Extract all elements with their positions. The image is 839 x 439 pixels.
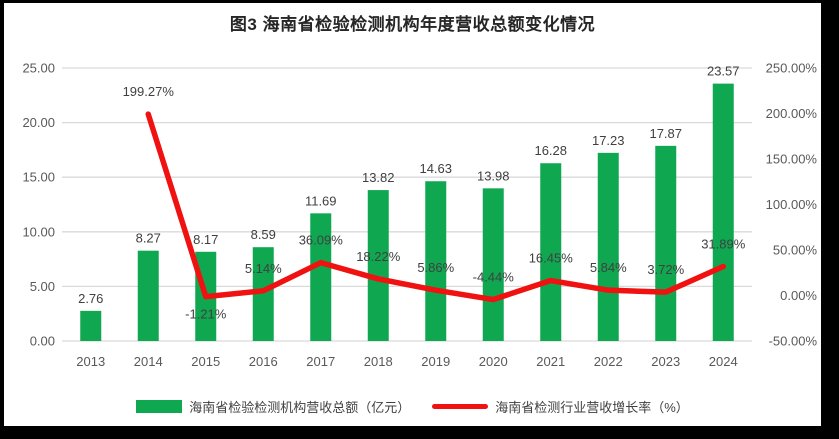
bar <box>310 213 332 341</box>
bar-series-swatch <box>136 400 183 413</box>
chart-panel: 图3 海南省检验检测机构年度营收总额变化情况 0.00 5.00 10.00 15.0… <box>4 3 821 426</box>
bar <box>425 181 447 341</box>
bar <box>655 145 677 341</box>
bar-value-label: 8.27 <box>136 231 161 246</box>
growth-rate-label: 5.86% <box>417 260 454 275</box>
legend-label-revenue: 海南省检验检测机构营收总额（亿元） <box>189 400 411 415</box>
legend-item-revenue: 海南省检验检测机构营收总额（亿元） <box>136 397 410 416</box>
right-axis-tick: -50.00% <box>769 334 818 349</box>
right-axis-tick: 250.00% <box>766 61 818 76</box>
chart-plot-area: 0.00 5.00 10.00 15.00 20.00 25.00 -50.00% 0.00%… <box>22 61 818 370</box>
left-axis-tick: 0.00 <box>30 334 55 349</box>
x-axis-label: 2016 <box>249 354 278 369</box>
left-axis-tick: 15.00 <box>22 170 55 185</box>
x-axis-label: 2022 <box>594 354 623 369</box>
right-axis-tick: 0.00% <box>780 288 817 303</box>
bar-value-label: 8.17 <box>193 232 218 247</box>
growth-rate-label: 36.09% <box>299 233 344 248</box>
bar <box>367 190 389 341</box>
right-axis-tick: 100.00% <box>766 197 818 212</box>
bar-value-label: 11.69 <box>305 193 337 208</box>
legend-item-growth-rate: 海南省检测行业营收增长率（%） <box>432 397 689 416</box>
chart-title: 图3 海南省检验检测机构年度营收总额变化情况 <box>229 15 596 34</box>
growth-rate-label: 18.22% <box>356 249 401 264</box>
bar-value-label: 8.59 <box>251 227 276 242</box>
right-axis-tick: 200.00% <box>766 106 818 121</box>
x-axis-label: 2021 <box>536 354 565 369</box>
bar-value-label: 14.63 <box>419 161 452 176</box>
x-axis-label: 2019 <box>421 354 450 369</box>
growth-rate-label: -1.21% <box>185 307 227 322</box>
bar-value-label: 23.57 <box>707 64 740 79</box>
right-axis-tick: 150.00% <box>766 152 818 167</box>
right-axis-tick: 50.00% <box>773 243 818 258</box>
left-axis-tick: 10.00 <box>22 224 55 239</box>
x-axis-label: 2018 <box>364 354 393 369</box>
growth-rate-label: -4.44% <box>473 270 515 285</box>
growth-rate-label: 3.72% <box>647 262 684 277</box>
bar <box>137 250 159 341</box>
legend-label-growth-rate: 海南省检测行业营收增长率（%） <box>495 400 689 415</box>
x-axis-label: 2015 <box>191 354 220 369</box>
left-axis-tick: 5.00 <box>30 279 55 294</box>
line-series-swatch <box>432 404 489 409</box>
x-axis-label: 2023 <box>651 354 680 369</box>
x-axis-label: 2014 <box>134 354 163 369</box>
legend: 海南省检验检测机构营收总额（亿元） 海南省检测行业营收增长率（%） <box>4 397 821 416</box>
growth-rate-label: 16.45% <box>529 251 574 266</box>
left-axis-tick: 25.00 <box>22 61 55 76</box>
x-axis-label: 2024 <box>709 354 738 369</box>
bar <box>712 83 734 341</box>
growth-rate-label: 5.14% <box>245 261 282 276</box>
growth-rate-label: 5.84% <box>590 260 627 275</box>
left-axis-tick: 20.00 <box>22 115 55 130</box>
bar-value-label: 16.28 <box>534 143 567 158</box>
bar <box>540 163 562 341</box>
bar <box>597 152 619 341</box>
growth-rate-label: 199.27% <box>123 84 175 99</box>
bar-value-label: 2.76 <box>78 291 103 306</box>
bar <box>80 310 102 341</box>
bar-value-label: 17.23 <box>592 133 625 148</box>
x-axis-label: 2020 <box>479 354 508 369</box>
bar-value-label: 17.87 <box>649 126 682 141</box>
bar-value-label: 13.98 <box>477 168 510 183</box>
x-axis-label: 2013 <box>76 354 105 369</box>
bar <box>252 247 274 341</box>
bar-value-label: 13.82 <box>362 170 395 185</box>
bar <box>482 188 504 341</box>
growth-rate-label: 31.89% <box>701 236 746 251</box>
growth-rate-line <box>145 111 726 303</box>
x-axis-label: 2017 <box>306 354 335 369</box>
